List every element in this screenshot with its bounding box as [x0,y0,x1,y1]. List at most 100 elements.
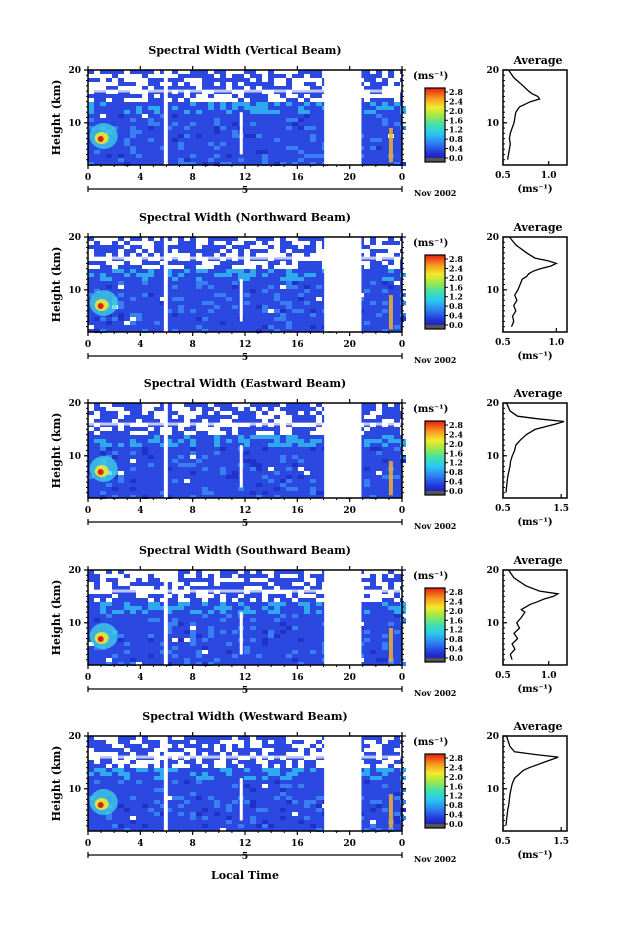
colorbar-frame [424,753,446,829]
x-tick-label: 0.5 [495,171,511,181]
y-tick-label: 20 [68,732,81,742]
x-tick-label: 0 [85,340,91,350]
colorbar-tick-label: 1.6 [449,448,463,458]
colorbar-frame [424,420,446,496]
heatmap-band [88,89,402,93]
x-tick-label: 12 [239,839,252,849]
y-tick-label: 10 [68,785,81,795]
y-tick-label: 10 [68,452,81,462]
x-tick-label: 20 [343,673,356,683]
y-tick-label: 10 [486,619,499,629]
x-tick-label: 0.5 [495,504,511,514]
no-data-column [357,70,362,165]
x-tick-label: 1.0 [541,171,557,181]
colorbar-unit: (ms⁻¹) [413,571,448,582]
heatmap-blob [97,801,104,808]
colorbar-frame [424,87,446,163]
date-label: Nov 2002 [414,521,456,531]
colorbar-tick-label: 0.8 [449,301,463,311]
heatmap-title: Spectral Width (Northward Beam) [139,211,351,224]
colorbar-tick-label: 0.0 [449,486,463,496]
no-data-region [324,403,358,498]
colorbar-tick-label: 2.8 [449,753,463,763]
no-data-column [357,237,362,332]
x-tick-label: 0 [399,173,405,183]
colorbar-tick-label: 2.4 [449,263,463,273]
colorbar-tick-label: 0.0 [449,320,463,330]
colorbar-tick-label: 2.4 [449,596,463,606]
date-label: Nov 2002 [414,854,456,864]
colorbar-tick-label: 0.4 [449,644,463,654]
x-tick-label: 12 [239,173,252,183]
y-tick-label: 10 [486,452,499,462]
y-tick-label: 20 [68,566,81,576]
x-tick-label: 0.5 [495,671,511,681]
day-label: 5 [242,353,248,363]
y-tick-label: 20 [486,233,499,243]
colorbar-tick-label: 2.0 [449,606,463,616]
day-label: 5 [242,852,248,862]
no-data-column [347,570,353,665]
y-tick-label: 10 [68,286,81,296]
x-tick-label: 4 [137,839,143,849]
heatmap-band [88,589,402,593]
no-data-column [347,403,353,498]
heatmap-panel-1: Spectral Width (Vertical Beam) 10 20 Height… [50,44,463,198]
x-tick-label: 16 [291,673,304,683]
average-panel-3: Average 10 20 0.5 1.5(ms⁻¹) [486,387,569,528]
no-data-column [239,445,243,488]
colorbar-tick-label: 2.4 [449,429,463,439]
no-data-column [357,403,362,498]
date-label: Nov 2002 [414,688,456,698]
x-tick-label: 20 [343,839,356,849]
colorbar-tick-label: 1.2 [449,625,463,635]
date-label: Nov 2002 [414,355,456,365]
y-tick-label: 20 [68,233,81,243]
colorbar-tick-label: 1.6 [449,615,463,625]
average-profile-line [506,69,541,160]
y-axis-label: Height (km) [50,413,63,489]
x-tick-label: 8 [190,839,196,849]
average-profile-line [507,569,560,660]
x-tick-label: 1.5 [553,504,569,514]
no-data-column [347,237,353,332]
heatmap-panel-2: Spectral Width (Northward Beam) 10 20 Heigh… [50,211,463,365]
colorbar [425,421,445,495]
colorbar-under [425,158,445,162]
heatmap-blob [97,302,104,309]
x-tick-label: 0 [399,839,405,849]
x-tick-label: 16 [291,839,304,849]
heatmap-streak [388,295,393,330]
x-tick-label: 16 [291,340,304,350]
colorbar-tick-label: 2.4 [449,762,463,772]
colorbar-tick-label: 0.8 [449,800,463,810]
colorbar-tick-label: 2.4 [449,96,463,106]
colorbar-unit: (ms⁻¹) [413,404,448,415]
colorbar-tick-label: 2.0 [449,772,463,782]
x-tick-label: 12 [239,673,252,683]
heatmap-blob [97,635,104,642]
colorbar-unit: (ms⁻¹) [413,71,448,82]
colorbar-tick-label: 2.0 [449,273,463,283]
no-data-column [347,736,353,831]
x-tick-label: 16 [291,506,304,516]
x-tick-label: 20 [343,173,356,183]
day-label: 5 [242,519,248,529]
no-data-column [163,736,168,831]
y-axis-label: Height (km) [50,80,63,156]
x-tick-label: 1.5 [553,837,569,847]
x-tick-label: 12 [239,340,252,350]
x-tick-label: 1.0 [541,671,557,681]
heatmap-streak [388,628,393,663]
heatmap-streak [388,794,393,829]
colorbar-tick-label: 2.8 [449,254,463,264]
no-data-column [357,570,362,665]
x-tick-label: 8 [190,340,196,350]
x-tick-label: 0.5 [495,338,511,348]
x-tick-label: 4 [137,340,143,350]
colorbar-tick-label: 1.6 [449,115,463,125]
colorbar-tick-label: 1.2 [449,791,463,801]
heatmap-streak [388,128,393,163]
colorbar-tick-label: 0.4 [449,810,463,820]
y-tick-label: 10 [486,785,499,795]
